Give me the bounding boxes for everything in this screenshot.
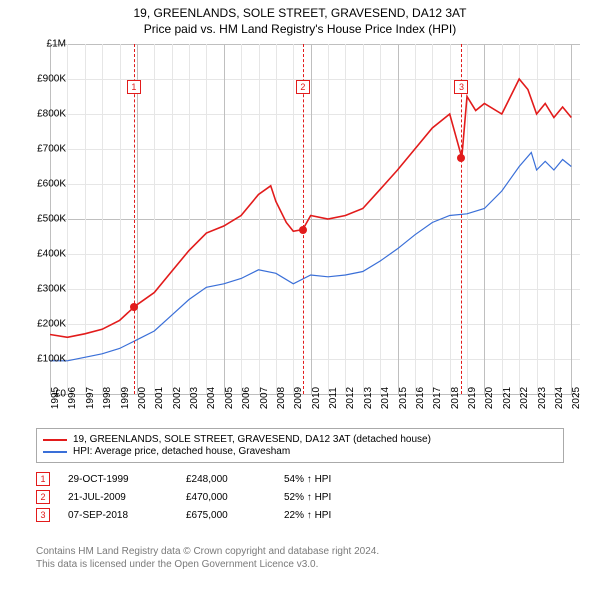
x-tick-label: 2021 xyxy=(502,387,513,409)
legend-item: HPI: Average price, detached house, Grav… xyxy=(43,446,557,457)
tx-delta: 52% ↑ HPI xyxy=(284,492,384,503)
y-tick-label: £700K xyxy=(37,144,66,155)
x-tick-label: 1997 xyxy=(85,387,96,409)
event-index-box: 1 xyxy=(127,80,141,94)
event-marker xyxy=(299,226,307,234)
tx-index-box: 1 xyxy=(36,472,50,486)
y-tick-label: £800K xyxy=(37,109,66,120)
footer-line1: Contains HM Land Registry data © Crown c… xyxy=(36,545,564,558)
x-tick-label: 2023 xyxy=(537,387,548,409)
x-tick-label: 2003 xyxy=(189,387,200,409)
event-marker xyxy=(457,154,465,162)
x-tick-label: 2017 xyxy=(432,387,443,409)
event-line xyxy=(303,44,304,394)
x-tick-label: 2010 xyxy=(311,387,322,409)
event-line xyxy=(461,44,462,394)
event-index-box: 2 xyxy=(296,80,310,94)
event-index-box: 3 xyxy=(454,80,468,94)
table-row: 1 29-OCT-1999 £248,000 54% ↑ HPI xyxy=(36,472,564,486)
x-tick-label: 2024 xyxy=(554,387,565,409)
tx-price: £470,000 xyxy=(186,492,266,503)
series-subject xyxy=(50,79,571,337)
x-tick-label: 1996 xyxy=(67,387,78,409)
tx-price: £675,000 xyxy=(186,510,266,521)
x-tick-label: 2007 xyxy=(259,387,270,409)
table-row: 2 21-JUL-2009 £470,000 52% ↑ HPI xyxy=(36,490,564,504)
footer-line2: This data is licensed under the Open Gov… xyxy=(36,558,564,571)
x-tick-label: 2005 xyxy=(224,387,235,409)
table-row: 3 07-SEP-2018 £675,000 22% ↑ HPI xyxy=(36,508,564,522)
legend: 19, GREENLANDS, SOLE STREET, GRAVESEND, … xyxy=(36,428,564,463)
y-tick-label: £1M xyxy=(47,39,66,50)
tx-date: 07-SEP-2018 xyxy=(68,510,168,521)
chart-lines xyxy=(50,44,580,394)
title-address: 19, GREENLANDS, SOLE STREET, GRAVESEND, … xyxy=(0,6,600,20)
x-tick-label: 2020 xyxy=(484,387,495,409)
legend-item: 19, GREENLANDS, SOLE STREET, GRAVESEND, … xyxy=(43,434,557,445)
y-tick-label: £600K xyxy=(37,179,66,190)
x-tick-label: 2018 xyxy=(450,387,461,409)
series-hpi xyxy=(50,153,571,361)
y-tick-label: £200K xyxy=(37,319,66,330)
x-tick-label: 2022 xyxy=(519,387,530,409)
x-tick-label: 2019 xyxy=(467,387,478,409)
y-tick-label: £400K xyxy=(37,249,66,260)
chart-titles: 19, GREENLANDS, SOLE STREET, GRAVESEND, … xyxy=(0,0,600,36)
transactions-table: 1 29-OCT-1999 £248,000 54% ↑ HPI 2 21-JU… xyxy=(36,468,564,526)
x-tick-label: 2004 xyxy=(206,387,217,409)
chart-area: 1 2 3 xyxy=(50,44,580,394)
y-tick-label: £300K xyxy=(37,284,66,295)
event-marker xyxy=(130,303,138,311)
x-tick-label: 2006 xyxy=(241,387,252,409)
x-tick-label: 2016 xyxy=(415,387,426,409)
x-tick-label: 2009 xyxy=(293,387,304,409)
footer-attribution: Contains HM Land Registry data © Crown c… xyxy=(36,545,564,571)
x-tick-label: 1998 xyxy=(102,387,113,409)
legend-swatch xyxy=(43,451,67,453)
y-tick-label: £900K xyxy=(37,74,66,85)
x-tick-label: 2015 xyxy=(398,387,409,409)
x-tick-label: 2002 xyxy=(172,387,183,409)
x-tick-label: 2012 xyxy=(345,387,356,409)
tx-delta: 54% ↑ HPI xyxy=(284,474,384,485)
x-tick-label: 2001 xyxy=(154,387,165,409)
x-tick-label: 2008 xyxy=(276,387,287,409)
tx-delta: 22% ↑ HPI xyxy=(284,510,384,521)
legend-swatch xyxy=(43,439,67,441)
y-tick-label: £500K xyxy=(37,214,66,225)
y-tick-label: £100K xyxy=(37,354,66,365)
x-tick-label: 2025 xyxy=(571,387,582,409)
event-line xyxy=(134,44,135,394)
tx-date: 29-OCT-1999 xyxy=(68,474,168,485)
x-tick-label: 2013 xyxy=(363,387,374,409)
x-tick-label: 2014 xyxy=(380,387,391,409)
x-tick-label: 2000 xyxy=(137,387,148,409)
x-tick-label: 1995 xyxy=(50,387,61,409)
legend-label: HPI: Average price, detached house, Grav… xyxy=(73,446,290,457)
x-tick-label: 1999 xyxy=(120,387,131,409)
tx-price: £248,000 xyxy=(186,474,266,485)
tx-date: 21-JUL-2009 xyxy=(68,492,168,503)
title-subtitle: Price paid vs. HM Land Registry's House … xyxy=(0,22,600,36)
tx-index-box: 2 xyxy=(36,490,50,504)
tx-index-box: 3 xyxy=(36,508,50,522)
legend-label: 19, GREENLANDS, SOLE STREET, GRAVESEND, … xyxy=(73,434,431,445)
x-tick-label: 2011 xyxy=(328,387,339,409)
